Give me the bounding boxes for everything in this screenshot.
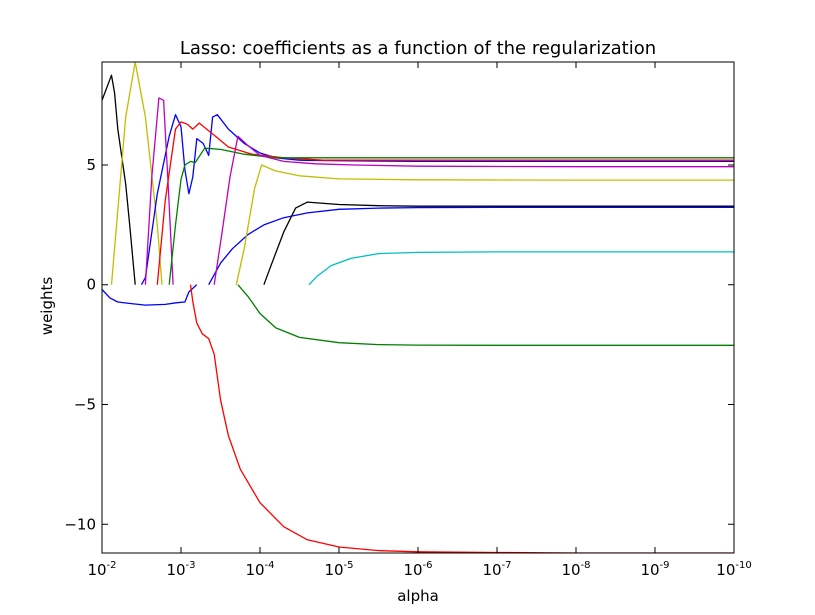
series-line-8	[189, 284, 734, 553]
series-line-5	[144, 97, 174, 285]
x-tick-label-3: 10-4	[245, 560, 274, 579]
series-line-1	[102, 284, 198, 306]
plot-area: 10-2 10-3 10-4 10-5 10-6 10-7 10-8 10-9 10-10 −1…	[64, 61, 752, 579]
y-tick-label-2: −5	[74, 396, 96, 414]
y-tick-label-3: 0	[86, 276, 96, 294]
x-tick-label-9: 10-10	[716, 560, 751, 579]
series-line-12	[237, 284, 734, 346]
chart-title: Lasso: coefficients as a function of the…	[180, 38, 656, 59]
x-tick-label-8: 10-9	[640, 560, 669, 579]
y-axis-label: weights	[38, 277, 56, 336]
x-tick-label-1: 10-2	[87, 560, 116, 579]
series-line-7	[168, 147, 734, 285]
series-line-11	[235, 164, 734, 285]
y-tick-label-4: 5	[86, 156, 96, 174]
x-tick-label-5: 10-6	[403, 560, 432, 579]
x-tick-label-7: 10-8	[561, 560, 590, 579]
series-line-2	[102, 74, 136, 285]
series-line-9	[208, 206, 734, 286]
series-line-14	[308, 251, 734, 286]
y-tick-label-1: −10	[64, 515, 96, 533]
plot-frame	[101, 61, 735, 554]
series-line-4	[140, 114, 734, 286]
x-tick-label-2: 10-3	[166, 560, 195, 579]
series-line-10	[213, 135, 734, 285]
x-tick-label-6: 10-7	[482, 560, 511, 579]
x-axis-label: alpha	[397, 587, 439, 605]
x-tick-label-4: 10-5	[324, 560, 353, 579]
series-line-13	[263, 201, 734, 285]
series-line-3	[110, 62, 163, 285]
series-line-6	[156, 121, 734, 285]
